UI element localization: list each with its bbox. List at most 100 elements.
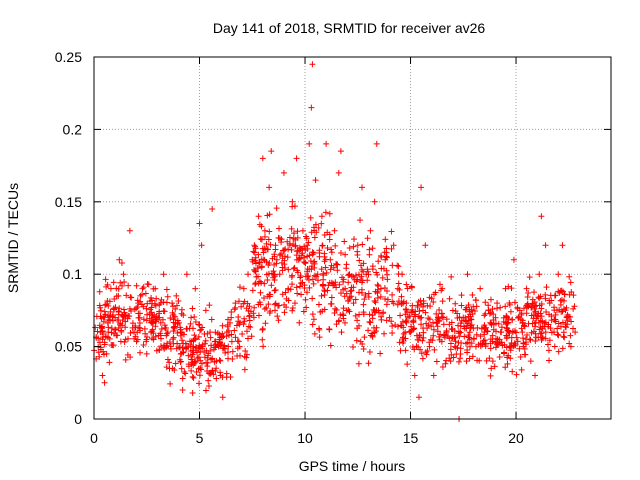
data-point: [350, 300, 357, 307]
data-point: [426, 294, 433, 301]
data-point: [436, 281, 443, 288]
data-point: [403, 281, 410, 288]
data-point: [136, 314, 143, 321]
data-point: [399, 340, 406, 347]
data-point: [138, 301, 145, 308]
data-point: [452, 344, 459, 351]
data-point: [571, 303, 578, 310]
data-point: [273, 205, 280, 212]
data-point: [324, 287, 331, 294]
data-point: [201, 340, 208, 347]
data-point: [316, 334, 323, 341]
data-point: [287, 286, 294, 293]
data-point: [340, 312, 347, 319]
data-point: [430, 299, 437, 306]
data-point: [443, 316, 450, 323]
data-point: [440, 321, 447, 328]
data-point: [285, 286, 292, 293]
data-point: [404, 361, 411, 368]
data-point: [491, 363, 498, 370]
data-point: [353, 337, 360, 344]
data-point: [192, 359, 199, 366]
data-point: [110, 279, 117, 286]
data-point: [311, 234, 318, 241]
data-point: [306, 277, 313, 284]
data-point: [191, 358, 198, 365]
data-point: [481, 312, 488, 319]
data-point: [568, 318, 575, 325]
data-point: [215, 342, 222, 349]
data-point: [347, 288, 354, 295]
data-point: [328, 249, 335, 256]
data-point: [481, 337, 488, 344]
data-point: [161, 345, 168, 352]
data-point: [271, 287, 278, 294]
data-point: [326, 231, 333, 238]
data-point: [538, 305, 545, 312]
data-point: [536, 326, 543, 333]
data-point: [377, 285, 384, 292]
data-point: [243, 354, 250, 361]
data-point: [318, 213, 325, 220]
data-point: [113, 332, 120, 339]
data-point: [157, 332, 164, 339]
data-point: [196, 220, 203, 227]
data-point: [92, 324, 99, 331]
data-point: [198, 326, 205, 333]
data-point: [309, 321, 316, 328]
x-axis-label: GPS time / hours: [299, 458, 406, 474]
data-point: [360, 346, 367, 353]
data-point: [458, 302, 465, 309]
data-point: [156, 346, 163, 353]
data-point: [366, 349, 373, 356]
data-point: [497, 304, 504, 311]
data-point: [461, 325, 468, 332]
data-point: [438, 310, 445, 317]
data-point: [481, 331, 488, 338]
data-point: [346, 294, 353, 301]
data-point: [224, 321, 231, 328]
data-point: [299, 227, 306, 234]
data-point: [453, 351, 460, 358]
data-point: [163, 299, 170, 306]
data-point: [323, 140, 330, 147]
data-point: [309, 295, 316, 302]
data-point: [271, 271, 278, 278]
data-point: [555, 332, 562, 339]
data-point: [442, 360, 449, 367]
data-point: [311, 260, 318, 267]
data-point: [372, 299, 379, 306]
data-point: [389, 330, 396, 337]
data-point: [231, 306, 238, 313]
data-point: [261, 305, 268, 312]
data-point: [152, 323, 159, 330]
data-point: [111, 306, 118, 313]
data-point: [267, 241, 274, 248]
data-point: [134, 297, 141, 304]
data-point: [235, 298, 242, 305]
data-point: [183, 271, 190, 278]
data-point: [133, 338, 140, 345]
data-point: [247, 308, 254, 315]
data-point: [321, 231, 328, 238]
data-point: [127, 354, 134, 361]
data-point: [293, 155, 300, 162]
data-point: [474, 357, 481, 364]
data-point: [104, 281, 111, 288]
data-point: [508, 334, 515, 341]
data-point: [341, 293, 348, 300]
data-point: [332, 279, 339, 286]
data-point: [404, 285, 411, 292]
data-point: [414, 336, 421, 343]
data-point: [194, 355, 201, 362]
data-point: [566, 313, 573, 320]
data-point: [268, 148, 275, 155]
data-point: [260, 249, 267, 256]
data-point: [265, 301, 272, 308]
data-point: [431, 346, 438, 353]
data-point: [346, 308, 353, 315]
data-point: [333, 321, 340, 328]
data-point: [342, 251, 349, 258]
data-point: [365, 290, 372, 297]
